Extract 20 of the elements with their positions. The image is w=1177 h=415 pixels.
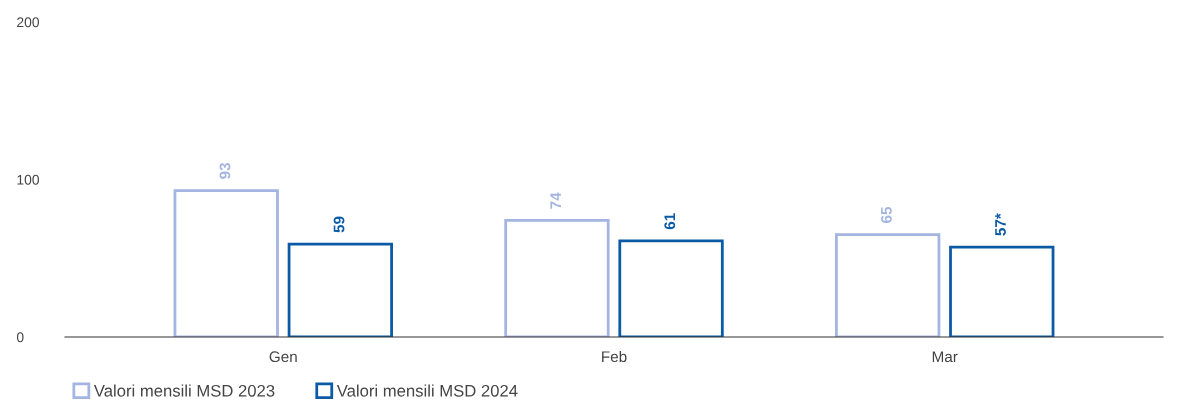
data-label: 65 [880,206,892,223]
data-label: 74 [550,192,561,209]
y-tick-label: 200 [17,17,40,28]
x-tick-label: Gen [269,351,297,363]
legend-label: Valori mensili MSD 2023 [93,384,275,397]
data-label: 61 [664,213,676,230]
bar [835,233,941,337]
legend-label: Valori mensili MSD 2024 [336,384,518,397]
bar [173,189,279,337]
x-tick-label: Mar [932,351,958,363]
bar [618,239,724,337]
data-label: 57* [995,213,1006,236]
x-tick-label: Feb [602,350,627,363]
data-label: 59 [333,216,345,233]
bar [504,219,610,337]
bar [949,245,1055,337]
y-tick-label: 0 [16,332,24,343]
data-label: 93 [219,162,231,179]
bar [287,242,393,337]
y-tick-label: 100 [17,174,40,185]
